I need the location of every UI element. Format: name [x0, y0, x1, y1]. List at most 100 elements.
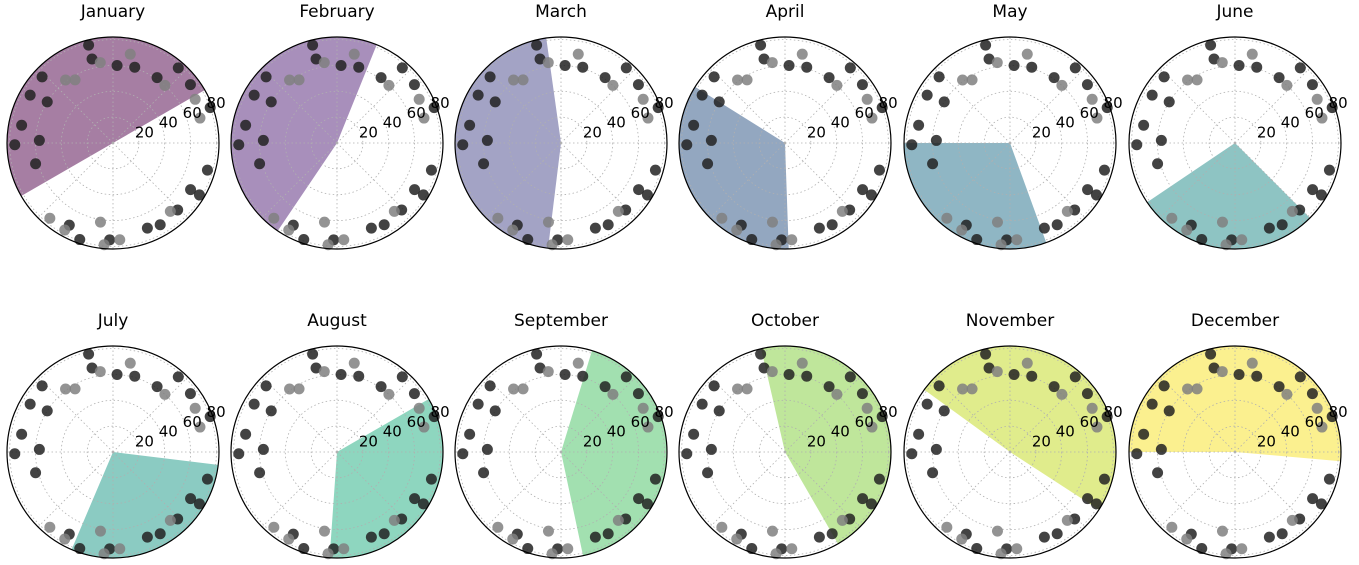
- r-tick-label: 60: [631, 413, 650, 431]
- r-tick-label: 40: [383, 423, 402, 441]
- polar-subplot: August 20 40 60 80: [230, 311, 450, 560]
- scatter-point: [59, 224, 71, 236]
- scatter-point: [1008, 369, 1020, 381]
- scatter-point: [770, 548, 782, 560]
- scatter-point: [164, 514, 176, 526]
- scatter-point: [991, 366, 1003, 378]
- scatter-point: [1251, 61, 1263, 73]
- scatter-point: [941, 521, 953, 533]
- scatter-point: [801, 61, 813, 73]
- scatter-point: [831, 388, 843, 400]
- scatter-point: [283, 224, 295, 236]
- scatter-point: [927, 467, 939, 479]
- r-tick-label: 40: [159, 114, 178, 132]
- angular-grid: [560, 376, 637, 453]
- scatter-point: [602, 219, 614, 231]
- angular-grid: [1159, 376, 1236, 453]
- scatter-point: [786, 234, 798, 246]
- scatter-point: [1069, 62, 1081, 74]
- scatter-point: [876, 102, 888, 114]
- scatter-point: [641, 498, 653, 510]
- scatter-point: [866, 421, 878, 433]
- scatter-point: [322, 239, 334, 251]
- scatter-point: [983, 362, 995, 374]
- scatter-point: [396, 62, 408, 74]
- scatter-point: [60, 74, 72, 86]
- scatter-point: [705, 134, 717, 146]
- scatter-point: [637, 402, 649, 414]
- scatter-point: [409, 493, 421, 505]
- r-tick-label: 20: [583, 124, 602, 142]
- r-tick-label: 20: [807, 124, 826, 142]
- scatter-point: [1021, 357, 1033, 369]
- scatter-point: [1315, 189, 1327, 201]
- scatter-point: [481, 443, 493, 455]
- scatter-point: [517, 383, 529, 395]
- angular-grid: [485, 142, 562, 219]
- scatter-point: [731, 224, 743, 236]
- subplot-title: November: [966, 311, 1054, 331]
- scatter-point: [836, 514, 848, 526]
- scatter-point: [457, 139, 469, 151]
- scatter-point: [708, 71, 720, 83]
- r-tick-label: 60: [1305, 104, 1324, 122]
- scatter-point: [124, 48, 136, 60]
- angular-grid: [1234, 376, 1311, 453]
- scatter-point: [865, 498, 877, 510]
- scatter-point: [472, 89, 484, 101]
- angular-grid: [1009, 67, 1086, 144]
- radial-grid: [534, 425, 588, 479]
- scatter-point: [310, 53, 322, 65]
- scatter-point: [620, 62, 632, 74]
- scatter-point: [991, 216, 1003, 228]
- scatter-point: [365, 531, 377, 543]
- r-tick-label: 40: [831, 423, 850, 441]
- radial-grid: [284, 90, 390, 196]
- scatter-point: [758, 53, 770, 65]
- radial-grid: [1208, 116, 1262, 170]
- scatter-point: [766, 57, 778, 69]
- scatter-point: [956, 533, 968, 545]
- scatter-point: [1155, 134, 1167, 146]
- scatter-point: [396, 371, 408, 383]
- polar-subplot: May 20 40 60 80: [903, 2, 1123, 251]
- r-tick-label: 60: [183, 413, 202, 431]
- scatter-point: [786, 543, 798, 555]
- scatter-point: [365, 222, 377, 234]
- polar-subplot: March 20 40 60 80: [454, 2, 674, 251]
- scatter-point: [1155, 443, 1167, 455]
- scatter-point: [602, 528, 614, 540]
- scatter-point: [1251, 370, 1263, 382]
- scatter-point: [1311, 93, 1323, 105]
- scatter-point: [546, 239, 558, 251]
- r-tick-label: 20: [1032, 124, 1051, 142]
- scatter-point: [1208, 53, 1220, 65]
- scatter-point: [1326, 102, 1338, 114]
- scatter-point: [980, 348, 992, 360]
- scatter-point: [632, 388, 644, 400]
- subplot-title: June: [1215, 2, 1253, 22]
- scatter-point: [681, 139, 693, 151]
- scatter-point: [83, 39, 95, 51]
- scatter-point: [189, 402, 201, 414]
- scatter-point: [151, 381, 163, 393]
- scatter-point: [1233, 369, 1245, 381]
- outer-rim: [903, 345, 1117, 559]
- scatter-point: [1056, 79, 1068, 91]
- scatter-point: [98, 239, 110, 251]
- scatter-point: [732, 383, 744, 395]
- scatter-point: [599, 381, 611, 393]
- scatter-point: [318, 216, 330, 228]
- scatter-point: [1311, 402, 1323, 414]
- scatter-point: [607, 79, 619, 91]
- scatter-point: [741, 383, 753, 395]
- scatter-point: [1286, 514, 1298, 526]
- r-tick-label: 60: [1305, 413, 1324, 431]
- scatter-point: [836, 205, 848, 217]
- scatter-point: [637, 93, 649, 105]
- scatter-point: [111, 60, 123, 72]
- scatter-point: [1138, 119, 1150, 131]
- scatter-point: [307, 348, 319, 360]
- outer-rim: [678, 345, 892, 559]
- scatter-point: [930, 134, 942, 146]
